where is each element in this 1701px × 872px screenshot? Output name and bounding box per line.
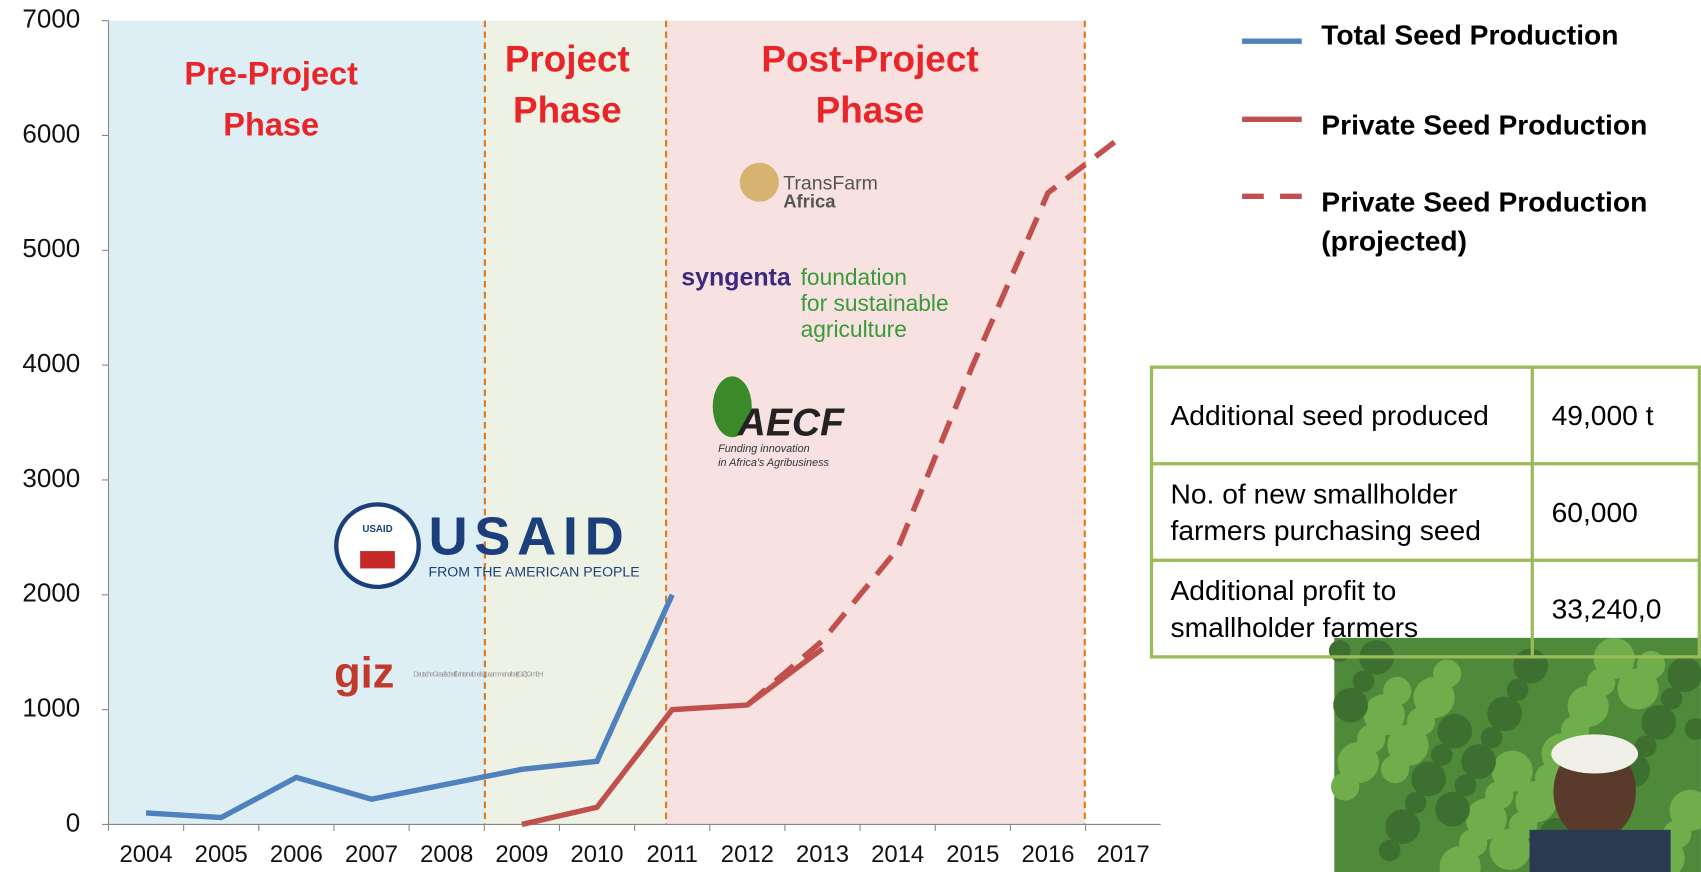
x-tick-label: 2004 [120, 841, 173, 868]
photo-leaf [1461, 744, 1496, 779]
logo-flag [360, 551, 395, 568]
x-tick-label: 2011 [647, 841, 698, 868]
y-tick-label: 1000 [22, 692, 80, 722]
cell: No. of new smallholder farmers purchasin… [1152, 464, 1533, 561]
phase-label: Phase [223, 107, 319, 143]
logo-text: FROM THE AMERICAN PEOPLE [428, 563, 639, 579]
x-tick-label: 2015 [946, 841, 999, 868]
legend-label: Private Seed Production [1321, 105, 1695, 144]
photo-body [1530, 830, 1671, 872]
logo-icon [740, 163, 779, 202]
logo-text: in Africa's Agribusiness [718, 457, 829, 469]
x-tick-label: 2017 [1097, 841, 1150, 868]
cell: Additional profit to smallholder farmers [1152, 560, 1533, 657]
logo-text: AECF [737, 402, 845, 445]
photo-leaf [1489, 829, 1530, 870]
cell: 49,000 t [1533, 367, 1700, 464]
cell: 60,000 [1533, 464, 1700, 561]
y-tick-label: 6000 [22, 118, 80, 148]
legend-label: Total Seed Production [1321, 15, 1695, 54]
photo-leaf [1435, 792, 1470, 827]
logo-text: USAID [362, 524, 392, 535]
cell: Additional seed produced [1152, 367, 1533, 464]
legend-label: Private Seed Production (projected) [1321, 182, 1679, 260]
x-tick-label: 2012 [721, 841, 774, 868]
y-tick-label: 7000 [22, 3, 80, 33]
x-tick-label: 2005 [195, 841, 248, 868]
logo-text: agriculture [801, 316, 907, 342]
logo-text: foundation [801, 264, 907, 290]
photo-leaf [1379, 840, 1401, 862]
logo-seal [336, 504, 418, 586]
phase-label: Pre-Project [184, 56, 358, 92]
phase-label: Phase [513, 90, 622, 131]
page: Pre-Project Phase Project Phase Post-Project… [0, 0, 1701, 872]
logo-text: Deutsche Gesellschaft für Internationale… [413, 670, 543, 679]
phase-area [485, 21, 666, 825]
x-tick-label: 2014 [871, 841, 924, 868]
y-tick-label: 5000 [22, 233, 80, 263]
photo-leaf [1667, 657, 1701, 692]
x-tick-label: 2016 [1021, 841, 1074, 868]
photo-leaf [1385, 809, 1420, 844]
phase-label: Post-Project [761, 39, 978, 80]
x-tick-label: 2008 [420, 841, 473, 868]
logo-text: USAID [428, 507, 623, 567]
photo-leaf [1333, 688, 1368, 723]
x-tick-label: 2006 [270, 841, 323, 868]
photo-leaf [1437, 714, 1472, 749]
cell: 33,240,0 [1533, 560, 1700, 657]
photo-cap [1551, 734, 1638, 773]
photo-leaf [1331, 772, 1359, 800]
x-tick-label: 2013 [796, 841, 849, 868]
photo-leaf [1487, 696, 1522, 731]
logo-text: Funding innovation [718, 443, 810, 455]
x-tick-label: 2007 [345, 841, 398, 868]
y-tick-label: 3000 [22, 463, 80, 493]
logo-text: syngenta [681, 263, 792, 291]
y-tick-label: 2000 [22, 578, 80, 608]
logo-text: giz [334, 649, 394, 697]
x-tick-label: 2009 [495, 841, 548, 868]
phase-label: Project [505, 39, 630, 80]
y-tick-label: 4000 [22, 348, 80, 378]
x-tick-label: 2010 [570, 841, 623, 868]
photo-leaf [1617, 668, 1658, 709]
logo-text: Africa [783, 191, 836, 212]
logo-text: for sustainable [801, 290, 949, 316]
photo-leaf [1411, 762, 1446, 797]
phase-label: Phase [816, 90, 925, 131]
photo-leaf [1381, 755, 1409, 783]
y-tick-label: 0 [66, 807, 80, 837]
photo-leaf [1641, 705, 1676, 740]
